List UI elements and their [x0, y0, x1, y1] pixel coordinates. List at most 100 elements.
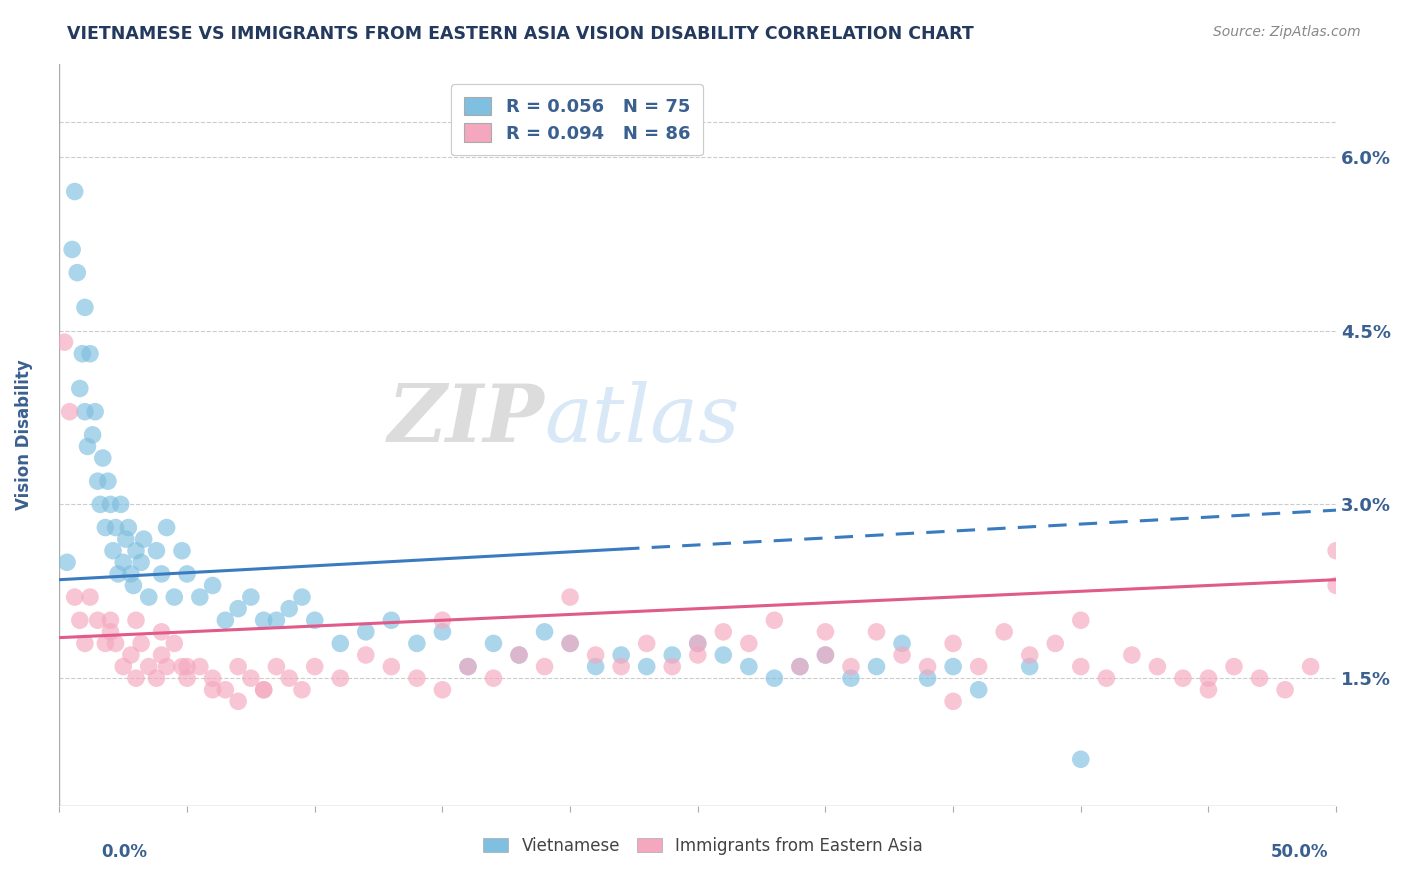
Point — [79, 347, 101, 361]
Point — [304, 613, 326, 627]
Point — [354, 648, 377, 662]
Point — [1249, 671, 1271, 685]
Point — [132, 532, 155, 546]
Point — [125, 671, 148, 685]
Point — [156, 659, 179, 673]
Point — [304, 659, 326, 673]
Point — [278, 601, 301, 615]
Point — [1223, 659, 1246, 673]
Point — [789, 659, 811, 673]
Point — [114, 532, 136, 546]
Point — [150, 566, 173, 581]
Point — [763, 613, 786, 627]
Point — [1018, 648, 1040, 662]
Point — [1324, 578, 1347, 592]
Point — [1171, 671, 1194, 685]
Point — [226, 694, 249, 708]
Point — [69, 613, 91, 627]
Point — [188, 659, 211, 673]
Point — [814, 648, 837, 662]
Point — [291, 682, 314, 697]
Point — [686, 636, 709, 650]
Point — [226, 659, 249, 673]
Point — [865, 659, 887, 673]
Point — [1198, 671, 1220, 685]
Point — [432, 613, 454, 627]
Point — [188, 590, 211, 604]
Point — [993, 624, 1015, 639]
Point — [94, 520, 117, 534]
Point — [686, 648, 709, 662]
Point — [253, 682, 276, 697]
Point — [145, 543, 167, 558]
Point — [120, 648, 142, 662]
Point — [69, 382, 91, 396]
Point — [239, 590, 262, 604]
Point — [100, 613, 122, 627]
Point — [738, 636, 761, 650]
Point — [91, 450, 114, 465]
Point — [432, 682, 454, 697]
Point — [508, 648, 530, 662]
Point — [1070, 752, 1092, 766]
Point — [711, 624, 734, 639]
Point — [129, 555, 152, 569]
Point — [104, 520, 127, 534]
Point — [917, 671, 939, 685]
Point — [100, 624, 122, 639]
Point — [110, 497, 132, 511]
Point — [53, 335, 76, 350]
Point — [661, 648, 683, 662]
Point — [942, 636, 965, 650]
Point — [138, 590, 160, 604]
Point — [201, 682, 224, 697]
Point — [686, 636, 709, 650]
Point — [1070, 613, 1092, 627]
Point — [533, 624, 555, 639]
Point — [86, 613, 108, 627]
Point — [63, 185, 86, 199]
Point — [239, 671, 262, 685]
Point — [94, 636, 117, 650]
Point — [201, 671, 224, 685]
Point — [122, 578, 145, 592]
Text: 50.0%: 50.0% — [1271, 843, 1329, 861]
Point — [814, 624, 837, 639]
Point — [865, 624, 887, 639]
Point — [89, 497, 111, 511]
Point — [814, 648, 837, 662]
Point — [1299, 659, 1322, 673]
Point — [763, 671, 786, 685]
Point — [432, 624, 454, 639]
Point — [558, 636, 581, 650]
Point — [1198, 682, 1220, 697]
Point — [1095, 671, 1118, 685]
Point — [482, 636, 505, 650]
Point — [610, 648, 633, 662]
Point — [125, 613, 148, 627]
Point — [214, 613, 236, 627]
Point — [942, 659, 965, 673]
Point — [79, 590, 101, 604]
Point — [585, 659, 607, 673]
Point — [101, 543, 124, 558]
Point — [150, 624, 173, 639]
Point — [1324, 543, 1347, 558]
Point — [533, 659, 555, 673]
Point — [60, 243, 83, 257]
Point — [66, 266, 89, 280]
Point — [117, 520, 139, 534]
Point — [1070, 659, 1092, 673]
Point — [482, 671, 505, 685]
Point — [329, 671, 352, 685]
Point — [100, 497, 122, 511]
Point — [84, 405, 107, 419]
Point — [661, 659, 683, 673]
Point — [380, 613, 402, 627]
Point — [129, 636, 152, 650]
Point — [1018, 659, 1040, 673]
Point — [839, 671, 862, 685]
Point — [266, 613, 288, 627]
Text: 0.0%: 0.0% — [101, 843, 148, 861]
Point — [170, 659, 193, 673]
